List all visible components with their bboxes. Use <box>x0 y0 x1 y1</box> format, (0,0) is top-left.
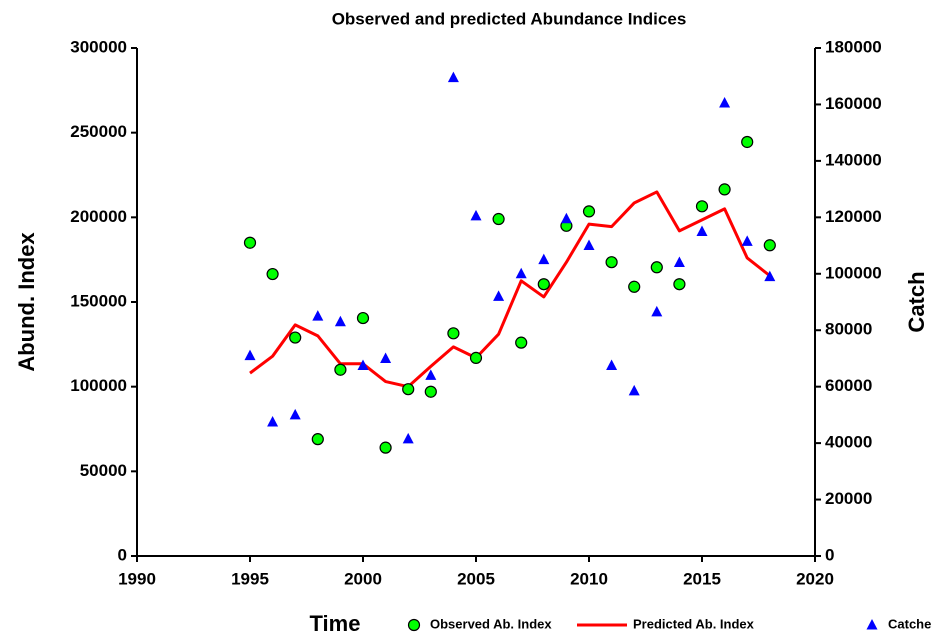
circle-marker <box>537 278 550 291</box>
circle-marker <box>447 327 460 340</box>
triangle-marker <box>447 71 459 83</box>
triangle-marker <box>380 352 392 363</box>
circle-marker <box>695 200 709 213</box>
circle-marker <box>763 239 776 252</box>
legend-marker <box>407 618 421 632</box>
y2-tick-label: 40000 <box>825 433 872 452</box>
triangle-marker <box>651 305 663 317</box>
circle-marker <box>356 311 370 325</box>
triangle-marker <box>696 225 708 236</box>
x-tick-label: 2000 <box>344 569 382 588</box>
triangle-marker <box>560 212 572 224</box>
triangle-marker <box>493 290 505 301</box>
legend-marker <box>866 619 878 630</box>
y-tick-label: 0 <box>118 545 127 564</box>
x-tick-label: 2015 <box>683 569 721 588</box>
y2-tick-label: 80000 <box>825 320 872 339</box>
circle-marker <box>741 135 754 149</box>
circle-marker <box>673 278 686 291</box>
triangle-marker <box>628 384 640 396</box>
x-tick-label: 1990 <box>118 569 156 588</box>
triangle-marker <box>673 256 685 267</box>
y2-tick-label: 140000 <box>825 150 882 169</box>
y2-axis-title: Catch <box>904 271 929 332</box>
circle-marker <box>718 183 731 196</box>
y-tick-label: 250000 <box>70 122 127 141</box>
triangle-marker <box>334 315 346 327</box>
triangle-marker <box>719 97 731 108</box>
triangle-marker <box>425 369 437 380</box>
y-tick-label: 50000 <box>80 461 127 480</box>
y2-tick-label: 100000 <box>825 263 882 282</box>
x-tick-label: 2005 <box>457 569 495 588</box>
circle-marker <box>650 261 663 274</box>
legend-label: Catches <box>888 616 932 631</box>
circle-marker <box>605 256 618 269</box>
circle-marker <box>424 385 437 398</box>
chart-title: Observed and predicted Abundance Indices <box>332 9 687 28</box>
y2-tick-label: 60000 <box>825 376 872 395</box>
circle-marker <box>492 212 505 226</box>
triangle-marker <box>764 270 776 282</box>
triangle-marker <box>606 359 618 370</box>
triangle-marker <box>402 432 414 444</box>
triangle-marker <box>357 359 369 370</box>
circle-marker <box>334 363 347 376</box>
triangle-marker <box>583 239 595 251</box>
triangle-marker <box>470 209 482 221</box>
legend-label: Observed Ab. Index <box>430 616 552 631</box>
y-tick-label: 200000 <box>70 207 127 226</box>
y2-tick-label: 0 <box>825 545 834 564</box>
y-tick-label: 300000 <box>70 37 127 56</box>
triangle-marker <box>312 310 324 321</box>
triangle-marker <box>538 253 550 265</box>
y-tick-label: 100000 <box>70 376 127 395</box>
y2-tick-label: 20000 <box>825 489 872 508</box>
triangle-marker <box>515 267 527 279</box>
circle-marker <box>289 331 302 344</box>
circle-marker <box>628 280 641 293</box>
circle-marker <box>243 236 257 249</box>
y2-tick-label: 120000 <box>825 207 882 226</box>
circle-marker <box>402 383 415 396</box>
triangle-marker <box>267 415 279 427</box>
x-tick-label: 2020 <box>796 569 834 588</box>
x-tick-label: 2010 <box>570 569 608 588</box>
x-axis-title: Time <box>310 611 361 636</box>
circle-marker <box>469 351 483 364</box>
triangle-marker <box>741 235 753 246</box>
circle-marker <box>582 205 596 218</box>
y2-tick-label: 180000 <box>825 37 882 56</box>
y-axis-title: Abund. Index <box>14 232 39 372</box>
triangle-marker <box>289 408 301 420</box>
y2-tick-label: 160000 <box>825 94 882 113</box>
triangle-marker <box>244 349 256 361</box>
circle-marker <box>266 267 279 281</box>
circle-marker <box>379 441 392 454</box>
legend-label: Predicted Ab. Index <box>633 616 755 631</box>
predicted-line <box>249 190 771 389</box>
circle-marker <box>311 433 324 446</box>
x-tick-label: 1995 <box>231 569 269 588</box>
y-tick-label: 150000 <box>70 291 127 310</box>
circle-marker <box>515 336 528 349</box>
